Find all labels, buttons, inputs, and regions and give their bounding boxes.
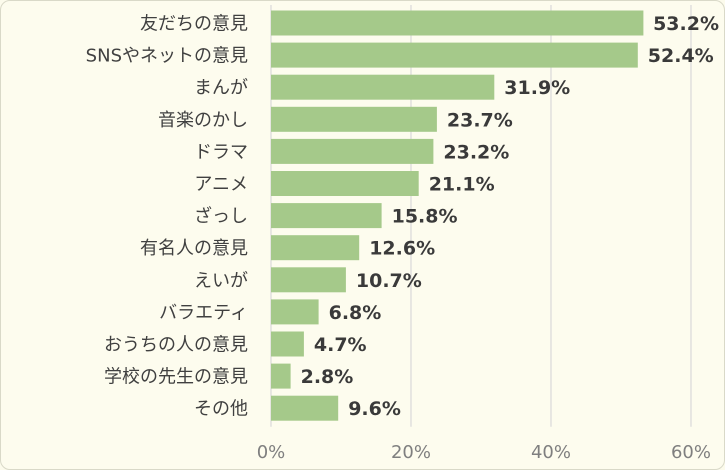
bars [271,10,644,421]
bar [271,235,360,261]
data-label: 4.7% [314,334,367,356]
data-label: 53.2% [653,13,719,35]
category-label: おうちの人の意見 [104,335,248,356]
x-tick-label: 60% [671,442,711,463]
bar [271,395,339,421]
bar [271,331,304,357]
category-label: 有名人の意見 [140,238,248,259]
bar [271,363,291,389]
data-label: 31.9% [504,77,570,99]
x-tick-label: 20% [391,442,431,463]
category-label: その他 [194,399,248,420]
category-label: えいが [194,270,248,291]
bar [271,267,346,293]
category-label: SNSやネットの意見 [86,46,248,67]
value-labels: 53.2% 52.4% 31.9% 23.7% 23.2% 21.1% 15.8% 12.6%… [301,13,719,420]
data-label: 23.7% [447,109,513,131]
data-label: 23.2% [443,141,509,163]
bar [271,299,319,325]
category-label: 音楽のかし [158,110,248,131]
x-axis-ticks: 0% 20% 40% 60% [257,442,711,463]
bar [271,106,437,132]
bar [271,171,419,196]
data-label: 6.8% [329,302,382,324]
category-label: アニメ [194,174,248,195]
bar [271,203,382,229]
category-label: まんが [194,78,248,99]
category-label: ざっし [194,205,248,227]
data-label: 21.1% [429,174,495,196]
data-label: 10.7% [356,270,422,292]
data-label: 2.8% [301,366,354,388]
category-label: ドラマ [194,142,248,163]
data-label: 52.4% [648,45,714,67]
data-label: 12.6% [369,238,435,260]
bar [271,42,638,68]
category-label: バラエティ [159,302,248,323]
data-label: 9.6% [348,398,401,420]
x-tick-label: 0% [257,442,286,463]
bar [271,10,644,36]
x-tick-label: 40% [531,442,571,463]
bar [271,138,434,164]
bar [271,74,495,100]
category-label: 友だちの意見 [140,14,248,35]
data-label: 15.8% [392,206,458,228]
category-labels: 友だちの意見 SNSやネットの意見まんが音楽のかしドラマアニメざっし有名人の意見え… [86,14,248,420]
category-label: 学校の先生の意見 [104,367,248,388]
